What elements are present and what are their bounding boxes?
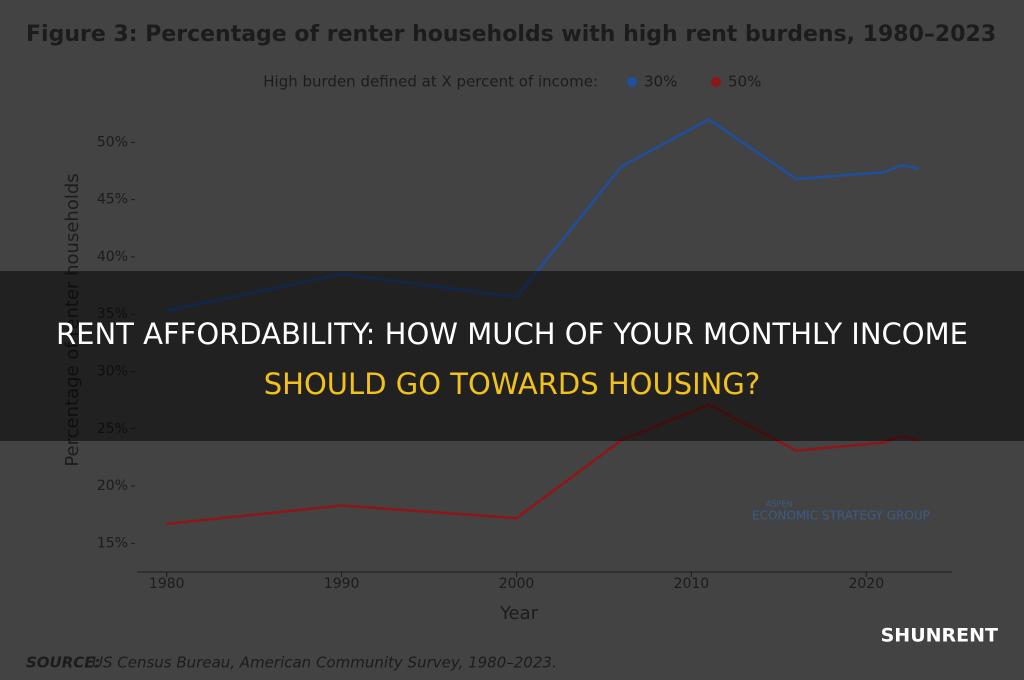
source: US Census Bureau, American Community Sur…: [92, 654, 557, 672]
y-tick-label: 20%: [97, 478, 128, 494]
banner: [0, 271, 1024, 441]
x-tick-label: 2000: [499, 576, 535, 592]
x-tick-label: 2020: [848, 576, 884, 592]
chart-title: Figure 3: Percentage of renter household…: [26, 22, 996, 47]
y-tick-label: 40%: [97, 249, 128, 265]
legend-label: 30%: [644, 73, 677, 91]
legend-label: 50%: [728, 73, 761, 91]
x-tick-label: 1990: [324, 576, 360, 592]
legend-marker: [711, 77, 721, 87]
y-tick-label: 45%: [97, 192, 128, 208]
y-tick-label: 50%: [97, 134, 128, 150]
legend-marker: [627, 77, 637, 87]
x-tick-label: 1980: [149, 576, 185, 592]
y-tick-label: 15%: [97, 535, 128, 551]
x-tick-label: 2010: [674, 576, 710, 592]
source-label: SOURCE:: [26, 654, 101, 672]
legend-title: High burden defined at X percent of inco…: [263, 73, 598, 91]
x-axis-label: Year: [499, 603, 539, 624]
watermark: SHUNRENT: [881, 625, 998, 647]
banner-line1: RENT AFFORDABILITY: HOW MUCH OF YOUR MON…: [56, 317, 968, 351]
banner-line2: SHOULD GO TOWARDS HOUSING?: [264, 367, 760, 401]
logo-name: ECONOMIC STRATEGY GROUP: [752, 509, 930, 523]
logo-top: ASPEN: [766, 500, 792, 509]
